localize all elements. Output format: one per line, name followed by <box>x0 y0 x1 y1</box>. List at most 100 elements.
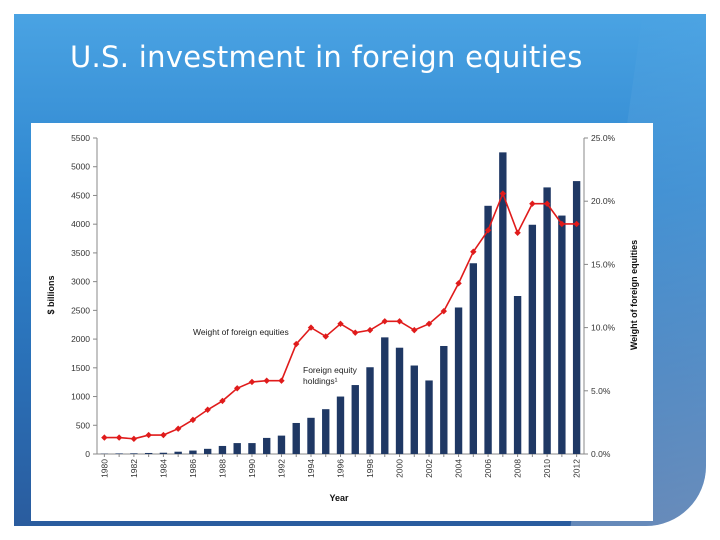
y-tick-label: 3000 <box>71 277 90 287</box>
weight-point-1987 <box>204 406 211 413</box>
weight-point-2006 <box>484 227 492 234</box>
weight-point-1984 <box>160 431 167 439</box>
bar-1997 <box>351 385 359 454</box>
x-tick-label: 1994 <box>306 459 316 478</box>
annotation-holdings-line1: Foreign equity <box>303 365 358 375</box>
bar-1993 <box>292 422 300 454</box>
bar-1999 <box>381 337 389 454</box>
bar-2008 <box>513 296 522 454</box>
bar-2012 <box>572 181 581 454</box>
y2-tick-label: 10.0% <box>591 323 616 333</box>
annotation-weight-line: Weight of foreign equities <box>193 327 289 337</box>
weight-point-1998 <box>366 326 374 334</box>
weight-point-1989 <box>233 385 241 392</box>
weight-point-1983 <box>145 431 152 439</box>
bar-2007 <box>499 152 507 454</box>
labels-layer: $ billions Weight of foreign equities Ye… <box>46 240 639 503</box>
y-tick-label: 2000 <box>71 334 90 344</box>
weight-point-1988 <box>219 397 226 405</box>
bar-1986 <box>189 450 197 454</box>
x-tick-label: 2004 <box>454 459 464 478</box>
bar-2004 <box>454 307 463 454</box>
bar-1985 <box>174 451 182 454</box>
weight-point-2012 <box>573 220 580 228</box>
bar-2006 <box>484 205 492 454</box>
bar-2010 <box>543 187 551 454</box>
bar-1991 <box>263 437 271 454</box>
x-tick-label: 1984 <box>158 459 168 478</box>
bar-1998 <box>366 367 374 454</box>
y-tick-label: 3500 <box>71 248 90 258</box>
y-tick-label: 1500 <box>71 363 90 373</box>
bar-2005 <box>469 263 478 454</box>
annotation-holdings-line2: holdings¹ <box>303 376 338 386</box>
weight-point-1997 <box>352 329 359 336</box>
bar-2003 <box>440 345 448 454</box>
bar-1990 <box>248 443 256 454</box>
bar-1992 <box>277 435 286 454</box>
slide-title: U.S. investment in foreign equities <box>70 40 583 74</box>
x-tick-label: 1990 <box>247 459 257 478</box>
x-tick-label: 1998 <box>365 459 375 478</box>
x-axis-title: Year <box>329 493 349 503</box>
weight-point-1981 <box>115 434 123 441</box>
y-tick-label: 500 <box>76 420 90 430</box>
y2-tick-label: 20.0% <box>591 196 616 206</box>
bar-1988 <box>218 445 227 454</box>
x-tick-label: 2006 <box>483 459 493 478</box>
bar-1984 <box>159 452 168 454</box>
weight-point-2008 <box>514 229 521 236</box>
y2-tick-label: 15.0% <box>591 259 616 269</box>
x-tick-label: 1992 <box>276 459 286 478</box>
weight-point-1982 <box>130 435 138 443</box>
bar-2009 <box>528 224 537 454</box>
weight-point-1985 <box>174 425 182 432</box>
y-tick-label: 1000 <box>71 392 90 402</box>
y2-tick-label: 0.0% <box>591 449 611 459</box>
y-tick-label: 0 <box>85 449 90 459</box>
weight-point-1993 <box>293 340 300 348</box>
bar-2000 <box>395 347 404 454</box>
weight-point-1986 <box>189 416 197 424</box>
bar-1987 <box>203 448 212 454</box>
bar-2011 <box>558 215 566 454</box>
bar-1981 <box>115 453 123 454</box>
weight-point-2001 <box>411 326 418 334</box>
chart-svg: 0 500 1000 1500 2000 2500 3000 3500 4000 4500 5000… <box>46 133 639 503</box>
weight-point-2004 <box>455 280 462 287</box>
y2-tick-label: 5.0% <box>591 386 611 396</box>
y2-tick-label: 25.0% <box>591 133 616 143</box>
weight-point-2005 <box>470 248 477 255</box>
weight-point-2010 <box>543 200 551 207</box>
y-axis-title: $ billions <box>46 275 56 314</box>
weight-point-1980 <box>101 434 108 441</box>
bar-1995 <box>322 409 330 454</box>
weight-point-1995 <box>322 333 329 340</box>
x-tick-label: 1982 <box>129 459 139 478</box>
weight-point-1994 <box>307 324 315 331</box>
y-tick-label: 4500 <box>71 190 90 200</box>
chart-panel: 0 500 1000 1500 2000 2500 3000 3500 4000 4500 5000… <box>31 123 653 521</box>
x-tick-label: 1988 <box>217 459 227 478</box>
bars-layer <box>100 152 581 454</box>
bar-2001 <box>410 365 418 454</box>
x-tick-label: 2010 <box>542 459 552 478</box>
y-tick-label: 5500 <box>71 133 90 143</box>
y2-axis-title: Weight of foreign equities <box>629 240 639 350</box>
weight-point-1990 <box>248 378 256 386</box>
weight-point-2009 <box>529 200 536 207</box>
weight-point-2011 <box>558 220 566 228</box>
bar-1996 <box>336 396 345 454</box>
weight-point-2007 <box>499 190 507 197</box>
x-tick-label: 2002 <box>424 459 434 478</box>
x-tick-label: 1980 <box>99 459 109 478</box>
bar-1982 <box>130 453 138 454</box>
x-tick-label: 2012 <box>572 459 582 478</box>
weight-point-1992 <box>278 377 285 384</box>
x-tick-label: 2000 <box>395 459 405 478</box>
x-tick-label: 2008 <box>513 459 523 478</box>
y-tick-label: 2500 <box>71 305 90 315</box>
weight-point-2002 <box>425 320 433 328</box>
line-layer <box>101 190 580 443</box>
bar-1994 <box>307 417 315 454</box>
